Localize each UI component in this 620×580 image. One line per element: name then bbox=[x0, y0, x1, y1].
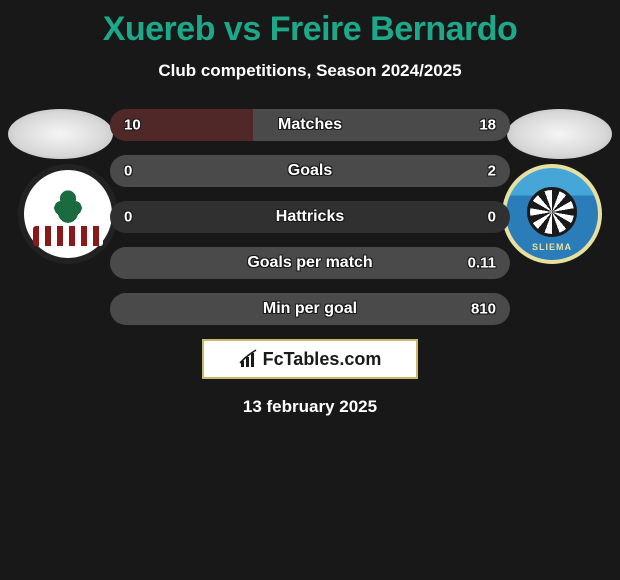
stat-row: 0.11 Goals per match bbox=[110, 247, 510, 279]
stat-row: 0 0 Hattricks bbox=[110, 201, 510, 233]
comparison-title: Xuereb vs Freire Bernardo bbox=[0, 0, 620, 49]
stat-value-left: 0 bbox=[124, 209, 132, 226]
player2-club-badge bbox=[502, 164, 602, 264]
stat-row: 810 Min per goal bbox=[110, 293, 510, 325]
player1-club-badge bbox=[18, 164, 118, 264]
stat-value-right: 2 bbox=[488, 163, 496, 180]
stat-value-left: 0 bbox=[124, 163, 132, 180]
vs-text: vs bbox=[224, 10, 261, 48]
stat-bars-container: 10 18 Matches 0 2 Goals 0 0 Hattricks 0.11 Goals p… bbox=[110, 109, 510, 325]
stat-value-right: 810 bbox=[471, 301, 496, 318]
brand-attribution: FcTables.com bbox=[202, 339, 418, 379]
stat-value-left: 10 bbox=[124, 117, 141, 134]
stat-label: Matches bbox=[278, 116, 342, 134]
stat-row: 10 18 Matches bbox=[110, 109, 510, 141]
stat-row: 0 2 Goals bbox=[110, 155, 510, 187]
stat-label: Goals bbox=[288, 162, 332, 180]
brand-label: FcTables.com bbox=[263, 349, 382, 370]
player1-avatar-placeholder bbox=[8, 109, 113, 159]
stat-value-right: 18 bbox=[479, 117, 496, 134]
stat-label: Hattricks bbox=[276, 208, 344, 226]
stat-value-right: 0 bbox=[488, 209, 496, 226]
hibernians-crest-icon bbox=[18, 164, 118, 264]
main-comparison-area: 10 18 Matches 0 2 Goals 0 0 Hattricks 0.11 Goals p… bbox=[0, 109, 620, 417]
player2-name: Freire Bernardo bbox=[270, 10, 518, 48]
stat-label: Goals per match bbox=[247, 254, 372, 272]
comparison-date: 13 february 2025 bbox=[0, 397, 620, 417]
stat-value-right: 0.11 bbox=[468, 255, 496, 272]
subtitle-text: Club competitions, Season 2024/2025 bbox=[0, 61, 620, 81]
stat-label: Min per goal bbox=[263, 300, 357, 318]
player2-avatar-placeholder bbox=[507, 109, 612, 159]
sliema-crest-icon bbox=[502, 164, 602, 264]
player1-name: Xuereb bbox=[103, 10, 215, 48]
chart-icon bbox=[239, 349, 259, 369]
